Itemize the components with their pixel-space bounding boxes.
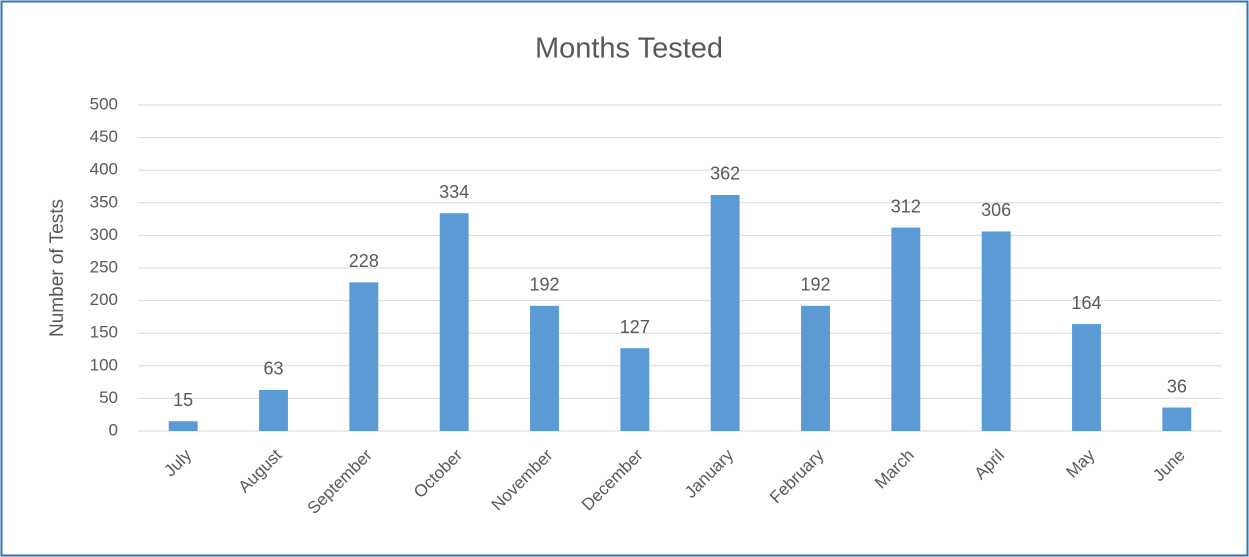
bar (349, 282, 379, 431)
bar (439, 213, 469, 431)
bar (710, 194, 740, 431)
data-label: 306 (981, 200, 1011, 220)
y-tick-label: 250 (90, 257, 118, 276)
bar (168, 421, 198, 431)
data-label: 15 (173, 390, 193, 410)
data-label: 36 (1167, 376, 1187, 396)
bar (620, 348, 650, 431)
data-label: 164 (1071, 293, 1101, 313)
bar (530, 305, 559, 431)
bar (981, 231, 1011, 431)
data-label: 192 (529, 275, 559, 295)
bar (259, 389, 288, 431)
data-label: 228 (349, 251, 379, 271)
y-tick-label: 350 (90, 192, 118, 211)
data-label: 192 (800, 275, 830, 295)
y-tick-label: 0 (109, 420, 118, 439)
data-label: 334 (439, 182, 469, 202)
bar (1072, 324, 1101, 431)
chart-title: Months Tested (535, 33, 723, 65)
bar (891, 227, 921, 431)
data-label: 362 (710, 164, 740, 184)
data-label: 63 (263, 359, 283, 379)
data-label: 312 (891, 196, 921, 216)
y-tick-label: 300 (90, 225, 118, 244)
y-tick-label: 400 (90, 160, 118, 179)
y-tick-label: 100 (90, 355, 118, 374)
data-label: 127 (620, 317, 650, 337)
y-tick-label: 200 (90, 290, 118, 309)
bar (1162, 407, 1192, 431)
bar (801, 305, 830, 431)
y-tick-label: 50 (99, 388, 118, 407)
y-axis-label: Number of Tests (47, 199, 68, 337)
y-tick-label: 450 (90, 127, 118, 146)
y-tick-label: 150 (90, 323, 118, 342)
y-tick-label: 500 (90, 94, 118, 113)
